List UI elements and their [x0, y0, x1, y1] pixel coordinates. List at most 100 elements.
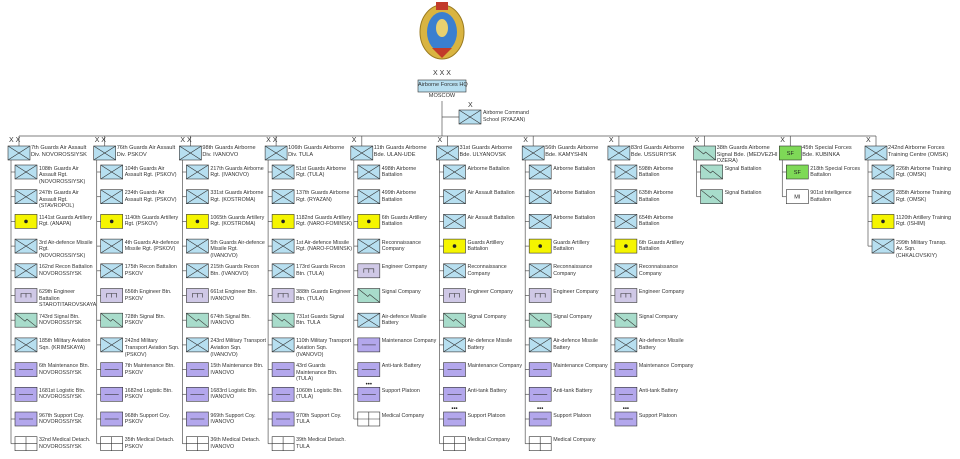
glyph	[271, 337, 295, 353]
unit-name: 1141st Guards Artillery Rgt. (ANAPA)	[39, 214, 93, 228]
unit-name: 656th Engineer Btn. PSKOV	[124, 289, 172, 302]
unit-name: 1682nd Logistic Btn. PSKOV	[124, 387, 173, 401]
unit-name: 1060th Logistic Btn. (TULA)	[296, 387, 343, 401]
glyph	[195, 219, 200, 224]
unit-name: Air-defence Missile Battery	[553, 338, 598, 351]
unit-name: Medical Company	[553, 437, 596, 444]
glyph	[271, 189, 295, 204]
glyph	[363, 268, 375, 273]
unit-name: 743rd Signal Btn. NOVOROSSIYSK	[39, 313, 82, 327]
unit-name: Reconnaissance Company	[638, 264, 679, 277]
glyph	[614, 214, 638, 229]
unit-name: 7th Maintenance Btn. PSKOV	[124, 363, 175, 376]
glyph	[864, 145, 888, 161]
unit-name: 901st Intelligence Battalion	[810, 190, 852, 203]
column-echelon: X	[351, 137, 357, 144]
column-echelon: X X	[94, 137, 106, 144]
unit-name: 242nd Military Transport Aviation Sqn. (…	[124, 338, 180, 358]
glyph	[693, 145, 716, 161]
unit-name: 185th Military Aviation Sqn. (KRIMSKAYA)	[39, 338, 91, 351]
unit-echelon: •••	[537, 407, 543, 413]
glyph	[452, 244, 457, 248]
unit-name: 299th Military Transp. Av. Sqn. (CHKALOV…	[896, 239, 947, 259]
column-name: 7th Guards Air Assault Div. NOVOROSSIYSK	[31, 145, 87, 158]
glyph	[357, 288, 380, 303]
glyph	[620, 293, 632, 298]
glyph	[271, 164, 295, 180]
unit-name: Airborne Battalion	[553, 190, 596, 197]
glyph	[871, 189, 895, 204]
unit-name: 247th Guards Air Assault Rgt. (STAVROPOL…	[39, 190, 79, 210]
glyph	[14, 189, 38, 204]
unit-name: Engineer Company	[553, 289, 599, 295]
unit-name: 654th Airborne Battalion	[638, 214, 674, 228]
unit-name: 234th Guards Air Assault Rgt. (PSKOV)	[124, 190, 177, 203]
unit-name: 5th Guards Air-defence Missile Rgt. (IVA…	[210, 239, 265, 259]
glyph	[881, 219, 885, 224]
glyph	[179, 145, 202, 161]
glyph	[357, 312, 380, 328]
unit-name: Engineer Company	[467, 289, 513, 295]
unit-name: Signal Company	[638, 313, 678, 320]
glyph	[871, 164, 895, 180]
glyph	[14, 337, 38, 353]
glyph	[192, 293, 203, 298]
column-echelon: X	[523, 137, 528, 144]
glyph	[100, 337, 123, 353]
glyph	[93, 145, 116, 161]
school-name: Airborne Command School (RYAZAN)	[483, 110, 529, 123]
unit-name: Medical Company	[381, 412, 425, 419]
unit-name: 217th Guards Airborne Rgt. (IVANOVO)	[210, 165, 264, 179]
glyph	[264, 145, 288, 161]
school-echelon: X	[468, 102, 473, 109]
glyph	[186, 312, 209, 328]
unit-name: Engineer Company	[638, 289, 685, 295]
glyph	[281, 219, 285, 224]
unit-name: Signal Battalion	[724, 165, 762, 172]
column-name: 106th Guards Airborne Div. TULA	[288, 145, 345, 158]
glyph	[534, 293, 546, 298]
unit-name: 331st Guards Airborne Rgt. (KOSTROMA)	[210, 190, 264, 203]
unit-name: Support Platoon	[467, 412, 506, 419]
glyph	[607, 145, 631, 161]
unit-name: 499th Airborne Battalion	[381, 190, 417, 203]
unit-name: 969th Support Coy. IVANOVO	[210, 412, 256, 426]
unit-name: Maintenance Company	[381, 338, 437, 345]
unit-name: 674th Signal Btn. IVANOVO	[210, 313, 251, 327]
glyph	[529, 214, 552, 229]
glyph	[14, 238, 38, 254]
glyph	[443, 337, 466, 353]
unit-echelon: •••	[366, 382, 372, 388]
glyph	[186, 263, 209, 279]
unit-name: 1140th Guards Artillery Rgt. (PSKOV)	[124, 214, 179, 228]
unit-name: Reconnaissance Company	[381, 239, 421, 253]
hq-name: Airborne Forces HQ	[418, 82, 468, 88]
unit-name: 226th Airborne Training Rgt. (OMSK)	[896, 165, 951, 179]
hq-location: MOSCOW	[428, 93, 456, 99]
glyph	[624, 244, 628, 248]
glyph	[538, 244, 542, 248]
unit-name: 175th Recon Battalion PSKOV	[124, 264, 177, 277]
column-name: 56th Guards Airborne Bde. KAMYSHIN	[545, 145, 599, 158]
hq-box	[417, 79, 467, 93]
unit-name: 498th Airborne Battalion	[381, 165, 417, 179]
glyph	[14, 312, 38, 328]
unit-name: 388th Guards Engineer Btn. (TULA)	[296, 289, 351, 302]
unit-symbol	[785, 189, 809, 204]
glyph	[106, 293, 117, 298]
glyph	[443, 263, 466, 279]
unit-name: 1120th Artillery Training Rgt. (ISHIM)	[896, 214, 951, 228]
glyph	[614, 164, 638, 180]
unit-name: 967th Support Coy. NOVOROSSIYSK	[39, 412, 85, 426]
column-name: 76th Guards Air Assault Div. PSKOV	[116, 145, 176, 158]
glyph	[100, 189, 123, 204]
glyph	[7, 145, 31, 161]
unit-name: Airborne Battalion	[467, 165, 510, 172]
unit-name: 6th Guards Artillery Battalion	[638, 239, 684, 253]
unit-echelon: •••	[623, 407, 629, 413]
unit-name: Air Assault Battalion	[467, 190, 515, 197]
unit-name: 1st Air-defence Missile Rgt. (NARO-FOMIN…	[296, 239, 353, 253]
glyph	[449, 293, 460, 298]
